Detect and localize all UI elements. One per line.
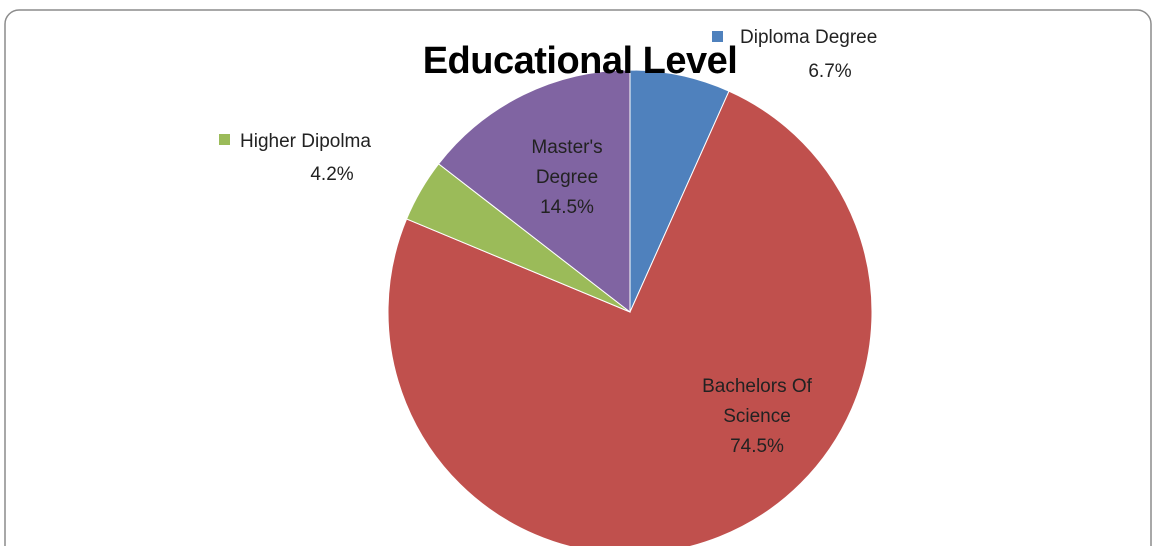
value-label: 74.5%	[730, 436, 784, 457]
pie-slice	[437, 69, 631, 314]
slice-label-group: Master's Degree 14.5%	[507, 133, 627, 223]
value-label: 14.5%	[540, 197, 594, 218]
legend-key	[219, 134, 230, 145]
slice-label: Higher Dipolma	[240, 131, 371, 152]
chart-title: Educational Level	[422, 40, 738, 82]
pie-slice	[387, 90, 873, 546]
slice-label: Bachelors Of Science	[702, 376, 812, 427]
legend-key	[712, 31, 723, 42]
slice-label-group: Bachelors Of Science 74.5%	[677, 372, 837, 462]
pie	[387, 69, 873, 546]
slice-label: Master's Degree	[531, 137, 603, 188]
value-label: 4.2%	[310, 164, 354, 185]
slice-label: Diploma Degree	[740, 27, 878, 48]
value-label: 6.7%	[808, 61, 852, 82]
